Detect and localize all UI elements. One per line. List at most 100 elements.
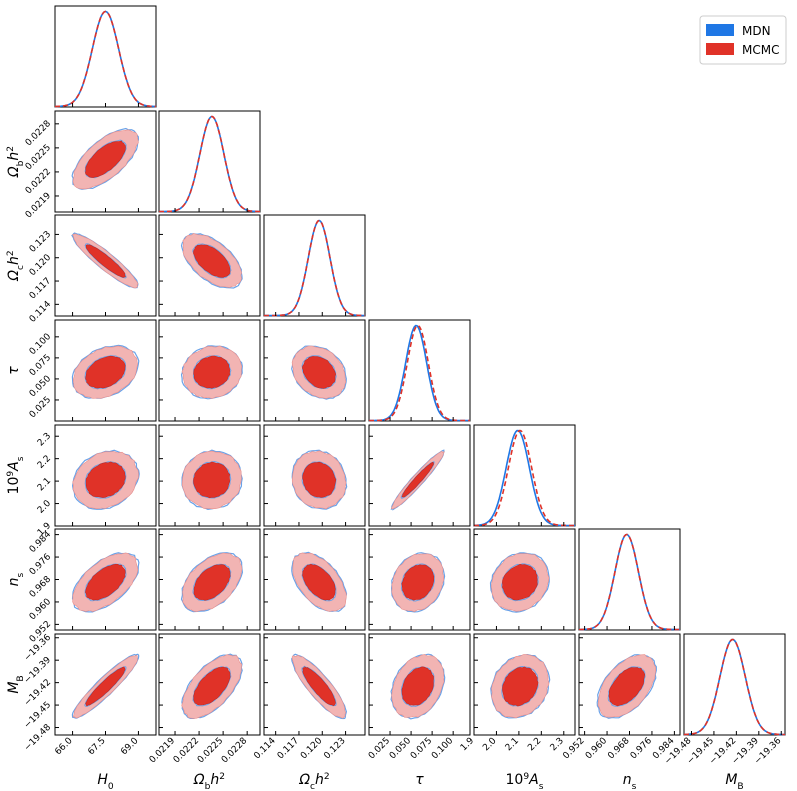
contour-mcmc-inner	[502, 666, 539, 707]
contour-mdn-inner	[192, 243, 232, 279]
legend: MDN MCMC	[699, 15, 787, 65]
y-tick-label-ns: 0.976	[28, 552, 53, 577]
panel-frame	[578, 528, 681, 631]
y-tick-label-omc: 0.123	[28, 229, 53, 254]
x-tick-label-tau: 0.050	[388, 736, 413, 761]
x-axis-label-omb: Ωbh2	[193, 772, 225, 791]
x-tick-label-omc: 0.114	[252, 736, 277, 761]
panel-MB-tau	[368, 633, 471, 736]
contour-mdn-outer	[71, 127, 140, 190]
contour-mcmc-inner	[302, 563, 336, 601]
contour-mdn-outer	[180, 345, 243, 400]
contour-mdn-inner	[84, 355, 127, 390]
contour-mdn-outer	[71, 344, 140, 399]
panel-ns-tau	[368, 528, 471, 631]
legend-swatch-mdn	[706, 24, 734, 36]
x-tick-label-omc: 0.123	[322, 736, 347, 761]
x-tick-label-omb: 0.0219	[148, 736, 178, 766]
marginal-mcmc-MB	[684, 638, 785, 736]
panel-MB-As	[473, 633, 576, 736]
y-tick-label-As: 2.2	[36, 454, 53, 471]
contour-mcmc-inner	[85, 140, 126, 178]
x-tick-label-tau: 0.025	[367, 736, 392, 761]
panel-frame	[683, 633, 786, 736]
panel-MB-omc	[263, 633, 366, 736]
panel-As-H0	[54, 424, 157, 527]
panel-omc-omc	[263, 214, 366, 317]
contour-mdn-outer	[71, 552, 140, 613]
y-axis-label-omb: Ωbh2	[6, 146, 26, 178]
panel-frame	[368, 319, 471, 422]
panel-ns-As	[473, 528, 576, 631]
x-tick-label-H0: 69.0	[119, 736, 140, 757]
x-tick-label-As: 1.9	[459, 736, 476, 753]
contour-mdn-inner	[501, 665, 539, 707]
x-tick-label-As: 2.1	[504, 736, 521, 753]
panel-MB-ns	[578, 633, 681, 736]
contour-mcmc-inner	[608, 667, 646, 707]
contour-mcmc-inner	[193, 564, 231, 601]
y-tick-label-omc: 0.114	[28, 299, 53, 324]
y-tick-label-tau: 0.100	[28, 332, 53, 357]
x-tick-label-As: 2.0	[481, 736, 498, 753]
x-axis-label-MB: MB	[725, 772, 743, 791]
contour-mcmc-inner	[85, 564, 126, 601]
marginal-mcmc-H0	[55, 10, 156, 108]
x-tick-label-omc: 0.120	[299, 736, 324, 761]
contour-mcmc-inner	[85, 666, 126, 707]
panel-As-omc	[263, 424, 366, 527]
y-tick-label-omc: 0.117	[28, 276, 53, 301]
x-axis-label-tau: τ	[415, 772, 424, 788]
legend-label-mcmc: MCMC	[742, 43, 779, 57]
contour-mcmc-inner	[401, 461, 434, 498]
panel-omb-H0	[54, 110, 157, 213]
contour-mcmc-inner	[401, 564, 435, 601]
x-tick-label-ns: 0.960	[584, 736, 609, 761]
panel-tau-omc	[263, 319, 366, 422]
x-tick-label-ns: 0.952	[561, 736, 586, 761]
contour-mcmc-inner	[302, 461, 337, 498]
contour-mdn-inner	[501, 563, 539, 602]
y-tick-label-omb: 0.0222	[24, 167, 53, 196]
panel-As-tau	[368, 424, 471, 527]
contour-mcmc-inner	[85, 461, 126, 498]
contour-mcmc-inner	[85, 355, 126, 389]
x-tick-label-H0: 66.0	[53, 736, 74, 757]
contour-mcmc-inner	[302, 356, 337, 389]
panel-omb-omb	[158, 110, 261, 213]
marginal-mdn-As	[474, 429, 575, 527]
marginal-mcmc-As	[473, 429, 575, 527]
x-tick-label-ns: 0.968	[606, 736, 631, 761]
marginal-mcmc-omb	[159, 115, 260, 213]
y-tick-label-As: 2.1	[36, 476, 53, 493]
marginal-mcmc-omc	[264, 219, 365, 317]
panel-As-omb	[158, 424, 261, 527]
x-tick-label-omb: 0.0222	[172, 736, 201, 765]
contour-mcmc-inner	[401, 666, 434, 706]
contour-mcmc-inner	[193, 355, 231, 389]
y-axis-label-ns: ns	[6, 572, 26, 586]
y-axis-label-As: 109As	[6, 456, 26, 494]
legend-label-mdn: MDN	[742, 24, 771, 38]
legend-swatch-mcmc	[706, 43, 734, 55]
y-axis-label-tau: τ	[6, 366, 22, 375]
y-axis-label-omc: Ωch2	[6, 250, 26, 281]
panel-tau-omb	[158, 319, 261, 422]
y-tick-label-As: 2.3	[36, 431, 53, 448]
contour-mcmc-inner	[85, 244, 126, 278]
y-tick-label-omb: 0.0225	[24, 143, 53, 172]
panel-tau-tau	[368, 319, 471, 422]
panel-tau-H0	[54, 319, 157, 422]
y-tick-label-ns: 0.968	[28, 574, 53, 599]
y-tick-label-omb: 0.0219	[24, 191, 54, 221]
x-tick-label-H0: 67.5	[86, 736, 107, 757]
panel-frame	[54, 5, 157, 108]
panel-frame	[473, 424, 576, 527]
x-axis-label-omc: Ωch2	[298, 772, 329, 791]
contour-mcmc-inner	[502, 563, 538, 601]
y-tick-label-tau: 0.075	[28, 353, 53, 378]
y-tick-label-omb: 0.0228	[24, 119, 54, 149]
contour-mcmc-inner	[193, 461, 231, 499]
x-axis-label-As: 109As	[506, 772, 544, 791]
